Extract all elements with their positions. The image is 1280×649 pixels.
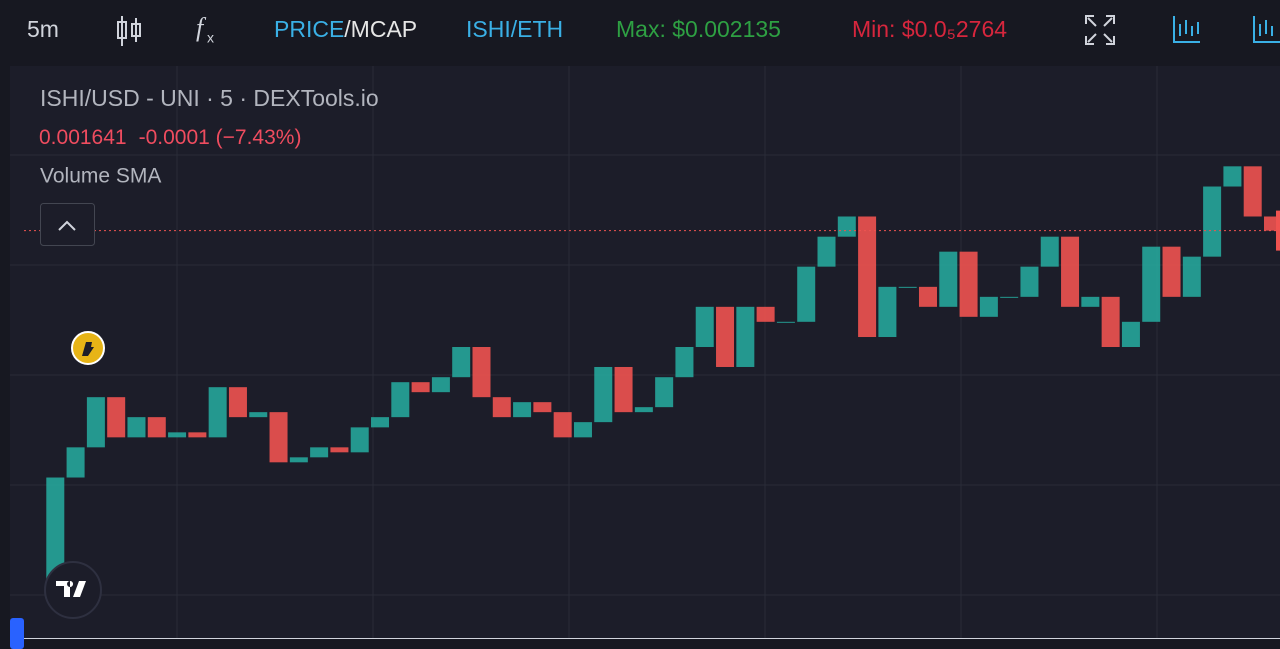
interval[interactable]: 5m [27, 16, 59, 42]
candle-body [533, 402, 552, 413]
tradingview-logo[interactable] [44, 561, 102, 619]
candle-body [1101, 296, 1120, 348]
candle-body [1182, 256, 1201, 297]
candle-body [898, 286, 917, 288]
candle-body [127, 417, 146, 438]
scroll-tab[interactable] [10, 618, 24, 649]
candle-body [66, 447, 85, 478]
candle-body [979, 296, 998, 317]
candle-body [634, 407, 653, 413]
candle-body [513, 402, 532, 418]
candle-body [350, 427, 369, 453]
candle-body [736, 306, 755, 367]
candle-body [168, 432, 187, 438]
candle-body [858, 216, 877, 338]
candle-body [1061, 236, 1080, 307]
candle-body [330, 447, 349, 453]
candle-body [269, 412, 288, 463]
max-price: Max: $0.002135 [616, 16, 781, 42]
candle-body [695, 306, 714, 348]
last-price-legend: 0.001641 -0.0001 (−7.43%) [39, 126, 301, 149]
candle-body [289, 457, 308, 463]
last-price-marker [1276, 210, 1280, 251]
candle-body [411, 382, 430, 393]
candle-body [188, 432, 207, 438]
svg-text:x: x [207, 30, 214, 46]
fullscreen-icon[interactable] [1085, 15, 1115, 45]
candles [24, 166, 1280, 587]
svg-text:f: f [196, 13, 207, 42]
candle-body [594, 366, 613, 423]
indicator-icon[interactable]: f x [196, 13, 214, 46]
indicator-label: Volume SMA [40, 165, 161, 188]
candle-body [1142, 246, 1161, 322]
price-option[interactable]: PRICE [274, 16, 344, 42]
candle-body [1081, 296, 1100, 307]
candle-body [492, 397, 511, 418]
candle-body [472, 347, 491, 398]
price-mcap-toggle[interactable]: PRICE/MCAP [274, 16, 417, 42]
candle-body [1162, 246, 1181, 297]
candle-body [817, 236, 836, 267]
candle-body [655, 377, 674, 408]
candle-body [147, 417, 166, 438]
collapse-button[interactable] [40, 203, 95, 246]
chart-title: ISHI/USD - UNI · 5 · DEXTools.io [40, 85, 379, 111]
candle-body [614, 366, 633, 413]
candle-icon[interactable] [117, 16, 141, 46]
event-marker[interactable] [71, 331, 105, 365]
candle-body [391, 382, 410, 418]
price-change: -0.0001 (−7.43%) [139, 126, 302, 149]
candle-body [1020, 266, 1039, 297]
candle-body [959, 251, 978, 317]
candle-body [675, 347, 694, 378]
candle-body [776, 321, 795, 323]
candle-body [249, 412, 268, 418]
last-price: 0.001641 [39, 126, 127, 149]
candle-body [310, 447, 329, 458]
candle-body [107, 397, 126, 438]
candle-body [756, 306, 775, 322]
candle-body [837, 216, 856, 237]
candle-body [452, 347, 471, 378]
candle-body [1223, 166, 1242, 187]
candle-body [228, 387, 247, 418]
candle-body [46, 477, 65, 587]
candle-body [918, 286, 937, 307]
chart-style-icon-2[interactable] [1253, 16, 1280, 43]
grid [10, 66, 1280, 638]
candle-body [1000, 296, 1019, 298]
candle-body [573, 422, 592, 438]
candle-body [878, 286, 897, 338]
chart-style-icon[interactable] [1173, 16, 1200, 43]
candle-body [1243, 166, 1262, 217]
candle-body [208, 387, 227, 438]
chart-area [10, 66, 1280, 638]
candle-body [1040, 236, 1059, 267]
candle-body [939, 251, 958, 307]
mcap-option[interactable]: /MCAP [344, 16, 417, 42]
candle-body [553, 412, 572, 438]
min-price: Min: $0.0₅2764 [852, 16, 1007, 42]
candle-body [1203, 186, 1222, 257]
candle-body [431, 377, 450, 393]
candle-body [1121, 321, 1140, 348]
candle-body [797, 266, 816, 322]
candle-body [716, 306, 735, 367]
pair-toggle[interactable]: ISHI/ETH [466, 16, 563, 42]
candle-body [371, 417, 390, 428]
candle-body [86, 397, 105, 448]
